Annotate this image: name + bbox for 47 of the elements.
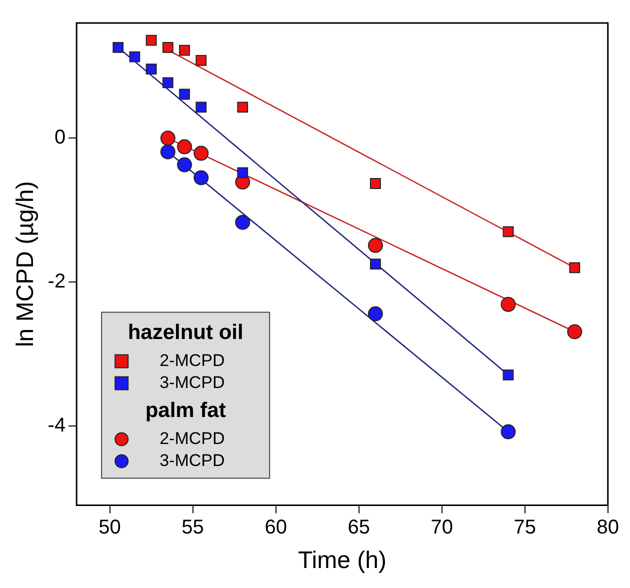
x-tick-label: 55 [182,516,204,539]
point [235,214,250,230]
point [177,157,192,172]
point [368,238,383,253]
x-tick-label: 50 [98,516,121,539]
y-tick-label: -4 [48,414,66,437]
point [177,139,192,154]
point [368,306,383,322]
point [500,424,516,440]
x-tick-label: 80 [596,516,619,539]
point [160,130,176,146]
legend-label: 2-MCPD [160,350,225,370]
y-tick-label: 0 [54,126,66,149]
point [502,226,514,238]
point [196,102,207,113]
x-tick-label: 65 [348,516,370,539]
y-tick-label: -2 [48,270,66,293]
point [146,64,157,75]
point [146,34,157,46]
point [179,44,190,56]
x-tick-label: 70 [430,516,453,539]
point [196,54,207,66]
point [370,258,381,270]
legend-label: 3-MCPD [160,450,225,470]
point [162,42,174,53]
point [112,42,124,53]
point [370,178,381,189]
point [567,324,582,340]
x-tick-label: 60 [264,516,287,539]
point [237,102,248,113]
point [162,77,174,88]
point [502,369,514,380]
y-axis-title: ln MCPD (µg/h) [12,181,40,348]
point [237,167,248,178]
x-axis-title: Time (h) [298,547,386,574]
legend-label: 2-MCPD [160,428,225,448]
point [179,88,190,100]
annotation: hazelnut oil [128,320,244,344]
point [500,296,516,312]
point [129,51,140,62]
annotation: palm fat [145,398,226,422]
point [569,262,580,274]
point [160,144,176,160]
legend-label: 3-MCPD [160,372,225,392]
point [194,146,209,161]
x-tick-label: 75 [514,516,536,539]
point [194,170,209,186]
